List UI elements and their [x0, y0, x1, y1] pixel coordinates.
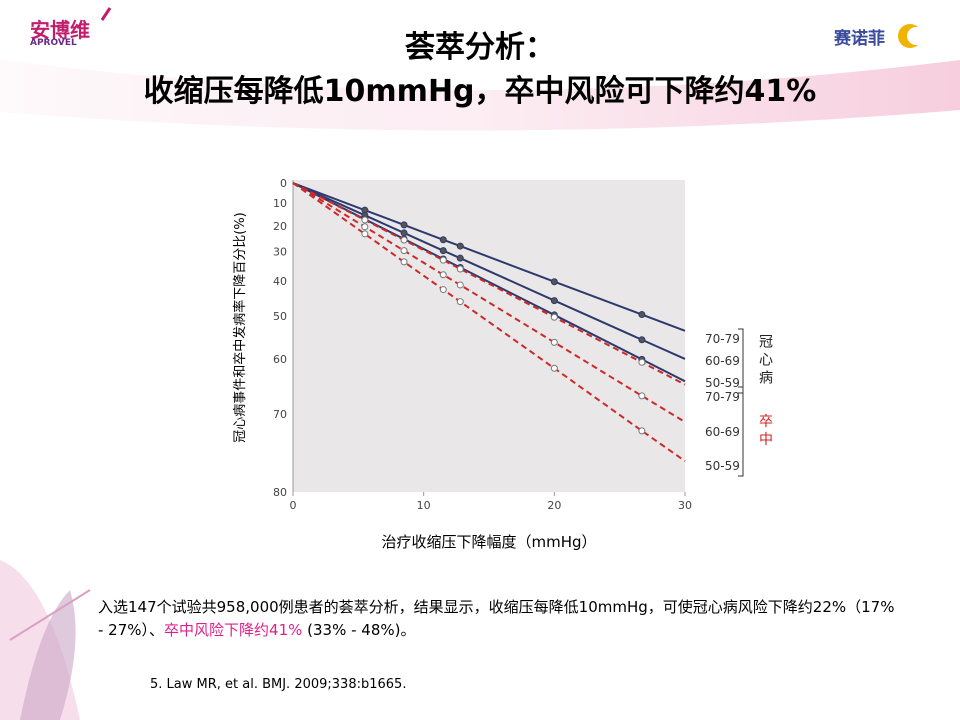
series-line [292, 182, 686, 423]
y-tick-label: 50 [273, 310, 287, 323]
data-point [400, 258, 408, 266]
group-label: 卒中 [757, 414, 773, 450]
data-point [638, 358, 646, 366]
y-tick-label: 0 [280, 177, 287, 190]
data-point [456, 254, 464, 262]
data-point [439, 256, 447, 264]
data-point [550, 338, 558, 346]
series-line [292, 182, 686, 360]
data-point [550, 297, 558, 305]
series-label: 50-59 [705, 376, 740, 390]
series-line [292, 182, 686, 386]
y-tick-label: 40 [273, 275, 287, 288]
logo-right: 赛诺菲 [834, 29, 885, 49]
y-tick-label: 30 [273, 245, 287, 258]
data-point [400, 236, 408, 244]
data-point [638, 427, 646, 435]
y-tick-label: 20 [273, 220, 287, 233]
data-point [456, 298, 464, 306]
series-label: 70-79 [705, 332, 740, 346]
data-point [439, 247, 447, 255]
title: 荟萃分析： [405, 30, 555, 65]
series-label: 70-79 [705, 390, 740, 404]
data-point [456, 242, 464, 250]
data-point [439, 236, 447, 244]
y-axis-label: 冠心病事件和卒中发病率下降百分比(%) [232, 212, 248, 443]
series-label: 50-59 [705, 459, 740, 473]
y-tick-label: 10 [273, 197, 287, 210]
y-tick-label: 60 [273, 353, 287, 366]
logo-left: 安博维 [30, 18, 90, 42]
data-point [638, 336, 646, 344]
title: 收缩压每降低10mmHg，卒中风险可下降约41% [143, 74, 817, 109]
footnote: 5. Law MR, et al. BMJ. 2009;338:b1665. [150, 677, 407, 692]
plot-area [293, 180, 685, 492]
data-point [361, 230, 369, 238]
body-part: (33% - 48%)。 [302, 621, 416, 639]
y-tick-label: 70 [273, 408, 287, 421]
data-point [456, 265, 464, 273]
data-point [361, 216, 369, 224]
body-highlight: 卒中风险下降约41% [164, 621, 303, 639]
data-point [439, 271, 447, 279]
group-label: 冠心病 [757, 334, 773, 388]
x-tick-label: 30 [678, 499, 692, 512]
body-part: 入选147个试验共958,000例患者的荟萃分析，结果显示，收缩压每降低10mm… [98, 598, 895, 639]
x-tick-label: 0 [290, 499, 297, 512]
data-point [638, 311, 646, 319]
x-tick-label: 20 [547, 499, 561, 512]
series-line [292, 182, 686, 462]
group-bracket [738, 386, 744, 477]
data-point [400, 247, 408, 255]
data-point [439, 286, 447, 294]
data-point [400, 229, 408, 237]
data-point [400, 221, 408, 229]
data-point [550, 313, 558, 321]
y-tick-label: 80 [273, 486, 287, 499]
series-line [292, 182, 686, 383]
series-label: 60-69 [705, 425, 740, 439]
x-axis-label: 治疗收缩压下降幅度（mmHg） [381, 533, 596, 551]
series-label: 60-69 [705, 354, 740, 368]
data-point [550, 278, 558, 286]
data-point [638, 392, 646, 400]
data-point [361, 223, 369, 231]
data-point [456, 281, 464, 289]
x-tick-label: 10 [417, 499, 431, 512]
group-bracket [738, 328, 744, 394]
series-line [292, 182, 686, 332]
logo-left-sub: APROVEL [30, 38, 77, 48]
body-text: 入选147个试验共958,000例患者的荟萃分析，结果显示，收缩压每降低10mm… [98, 596, 898, 642]
data-point [550, 364, 558, 372]
